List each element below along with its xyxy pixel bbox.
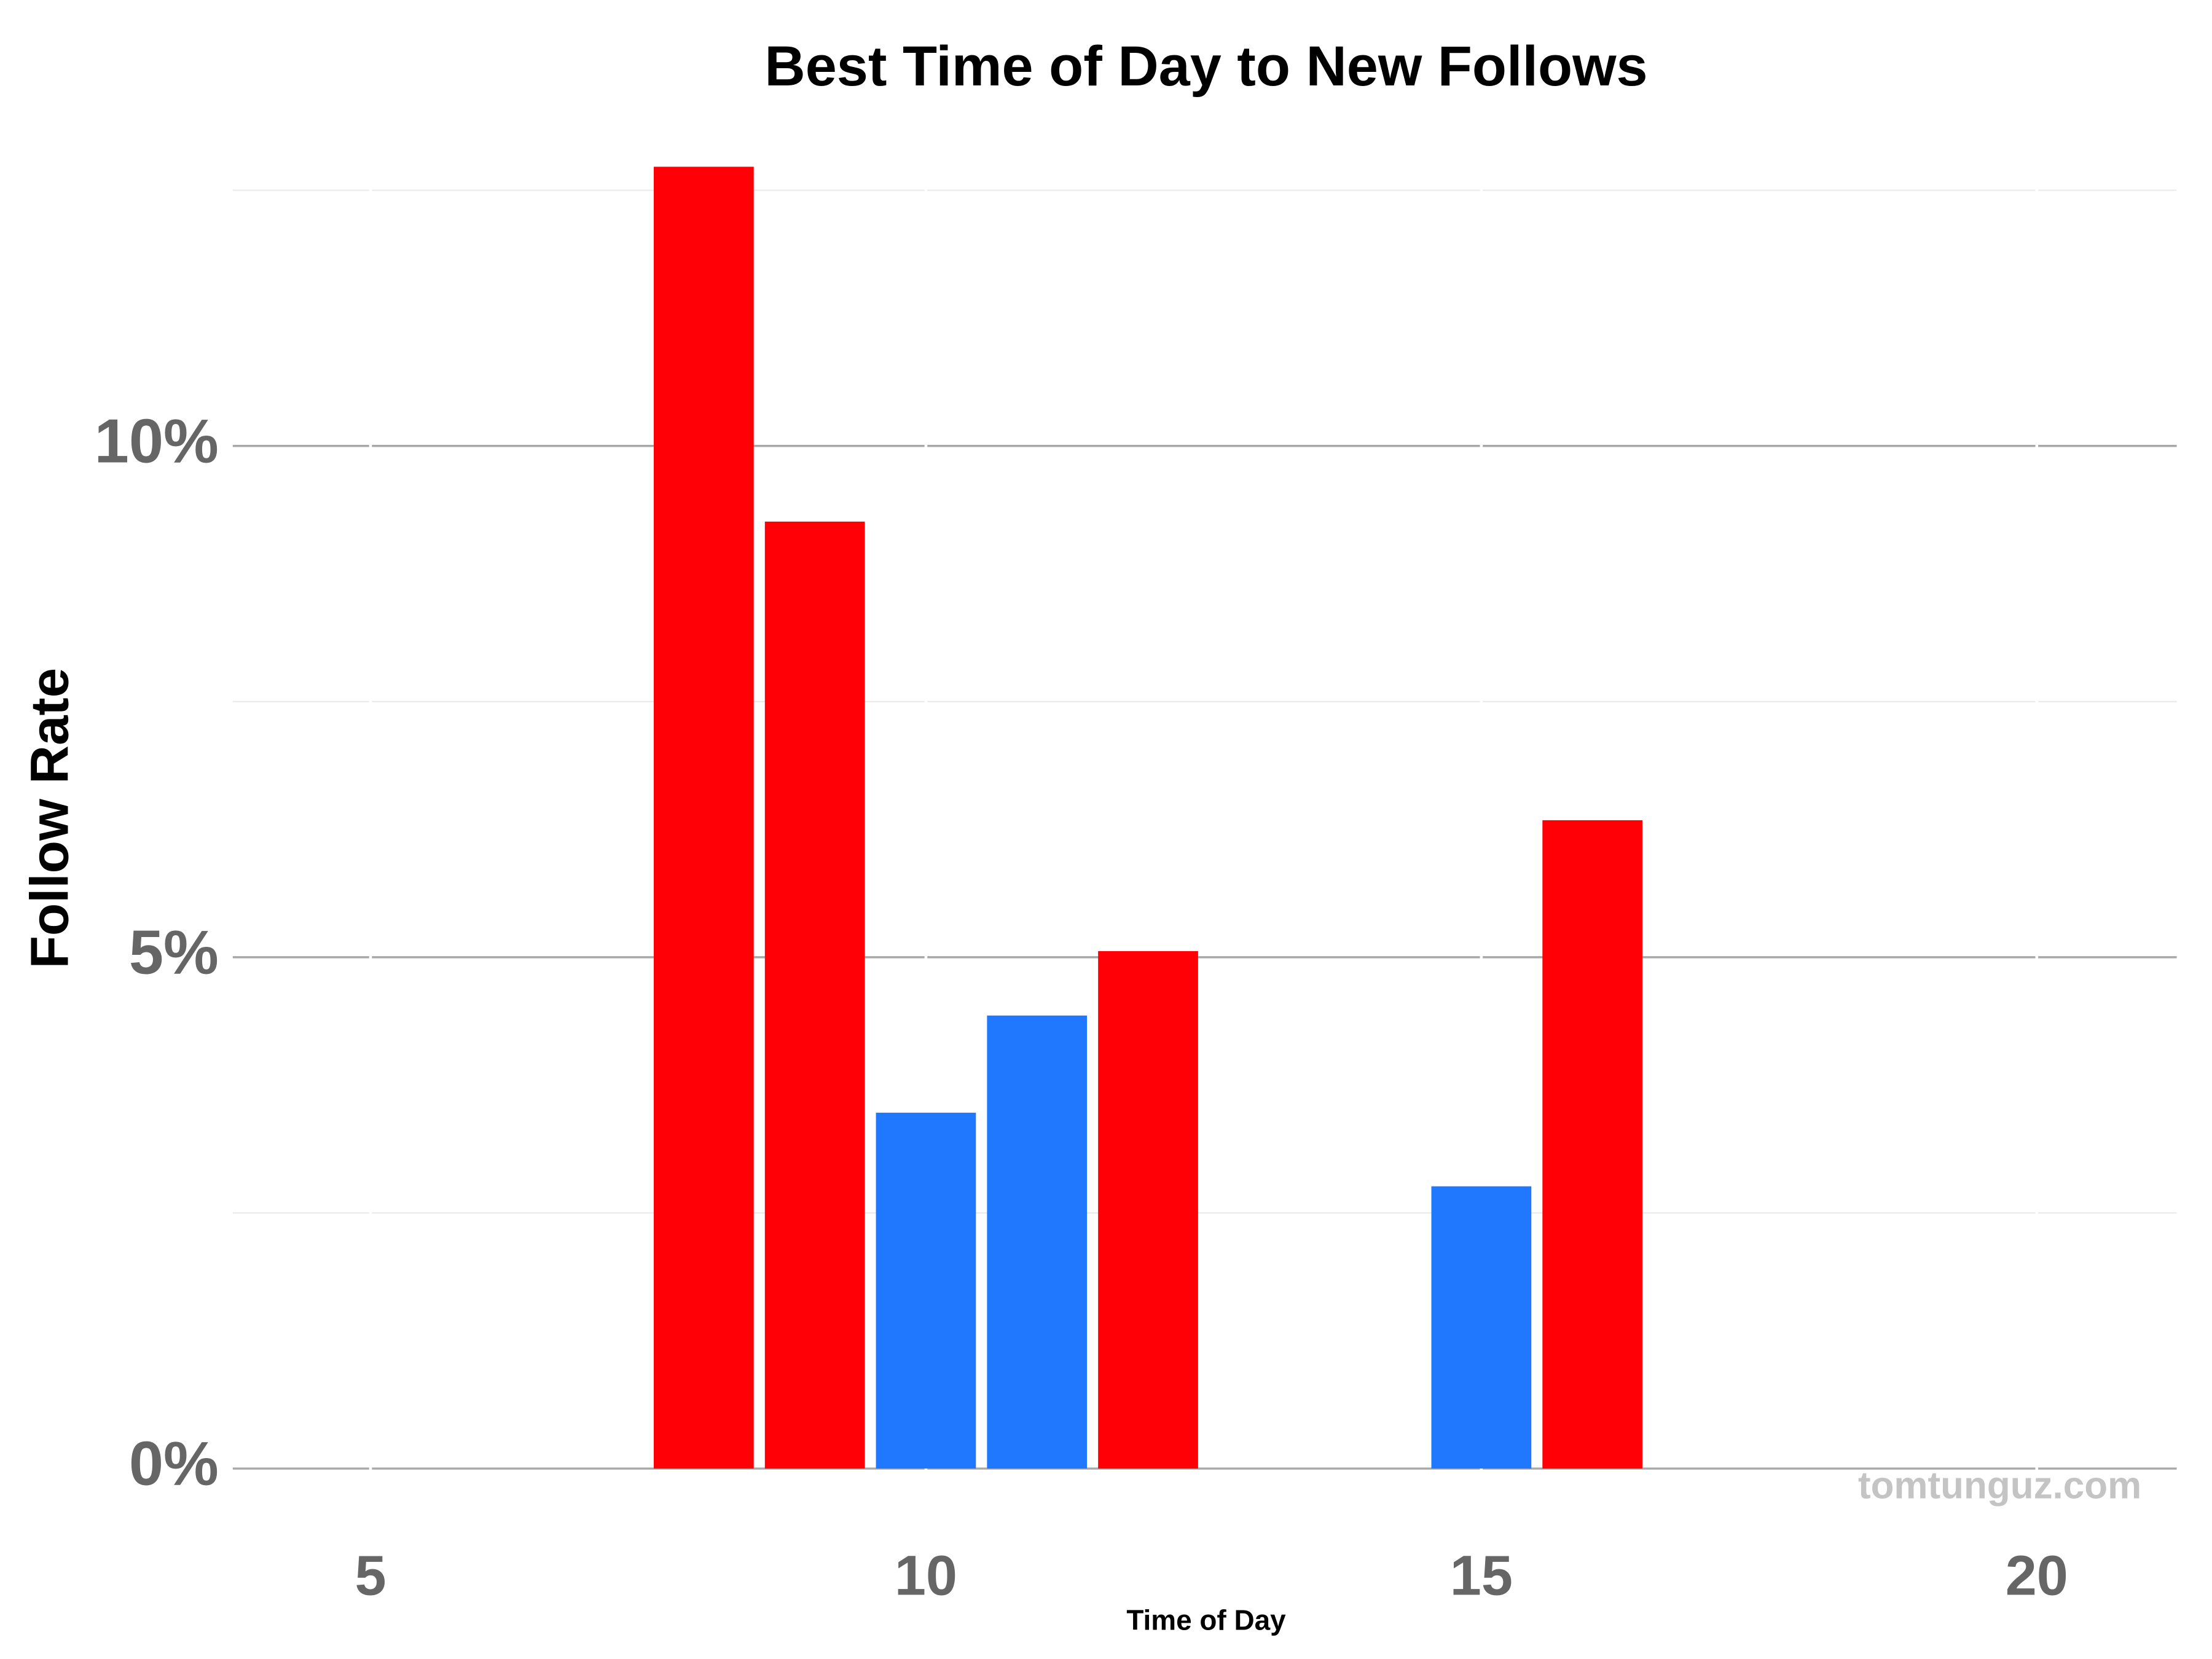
y-axis-title: Follow Rate: [20, 668, 79, 969]
y-tick-label: 0%: [129, 1430, 219, 1499]
y-tick-label: 5%: [129, 919, 219, 987]
x-tick-label: 20: [2006, 1545, 2068, 1607]
bar: [1542, 820, 1643, 1469]
bar: [1098, 951, 1198, 1469]
x-tick-label: 15: [1450, 1545, 1513, 1607]
bar: [1431, 1186, 1532, 1469]
x-tick-label: 10: [895, 1545, 957, 1607]
bar: [654, 167, 754, 1469]
x-tick-label: 5: [355, 1545, 386, 1607]
x-axis-title: Time of Day: [1126, 1604, 1286, 1636]
bar: [876, 1112, 976, 1469]
chart-title: Best Time of Day to New Follows: [764, 35, 1647, 98]
bar: [987, 1015, 1088, 1469]
bar: [764, 521, 865, 1469]
y-tick-label: 10%: [95, 407, 219, 476]
watermark: tomtunguz.com: [1858, 1465, 2141, 1507]
